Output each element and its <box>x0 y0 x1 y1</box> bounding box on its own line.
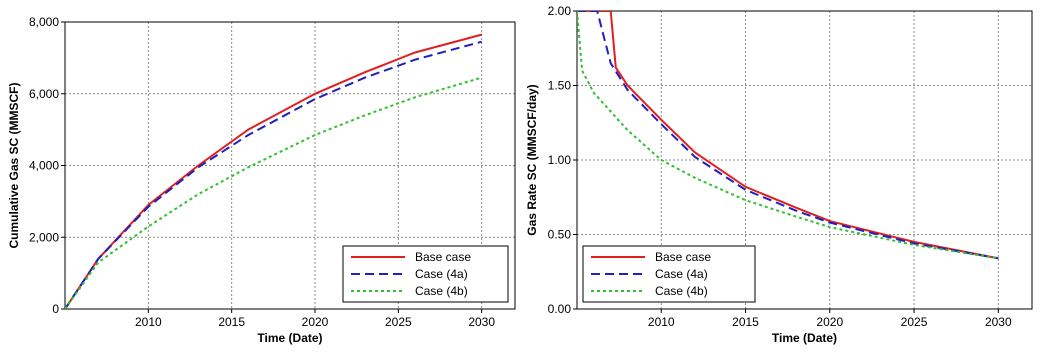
legend: Base case Case (4a) Case (4b) <box>582 245 756 303</box>
y-tick-label: 8,000 <box>29 15 59 29</box>
y-tick-label: 1.50 <box>548 79 572 93</box>
y-tick-label: 2,000 <box>29 230 59 244</box>
y-tick-label: 4,000 <box>29 159 59 173</box>
legend-label: Case (4b) <box>655 284 708 298</box>
chart-1: 2010 2015 2020 2025 2030 0 2,000 4,000 6,000 8,00… <box>7 15 516 345</box>
x-tick-label: 2030 <box>985 315 1012 329</box>
x-tick-label: 2025 <box>385 315 412 329</box>
series-line-case-4a <box>65 40 482 309</box>
y-tick-label: 6,000 <box>29 87 59 101</box>
y-tick-label: 0 <box>52 302 59 316</box>
x-tick-label: 2020 <box>816 315 843 329</box>
series-line-case-4a <box>577 11 999 260</box>
legend-label: Base case <box>415 250 471 264</box>
y-axis-title: Cumulative Gas SC (MMSCF) <box>7 82 21 248</box>
y-tick-label: 0.00 <box>548 302 572 316</box>
x-axis-title: Time (Date) <box>257 331 322 345</box>
legend-label: Case (4a) <box>655 267 708 281</box>
y-tick-label: 0.50 <box>548 228 572 242</box>
x-tick-label: 2025 <box>901 315 928 329</box>
y-tick-label: 2.00 <box>548 4 572 18</box>
y-tick-label: 1.00 <box>548 153 572 167</box>
series-line-case-4b <box>65 76 482 309</box>
legend: Base case Case (4a) Case (4b) <box>342 245 509 303</box>
legend-label: Base case <box>655 250 711 264</box>
y-axis-title: Gas Rate SC (MMSCF/day) <box>525 84 539 235</box>
x-tick-label: 2015 <box>218 315 245 329</box>
x-tick-label: 2015 <box>732 315 759 329</box>
legend-label: Case (4b) <box>415 284 468 298</box>
x-tick-label: 2010 <box>135 315 162 329</box>
x-axis-title: Time (Date) <box>772 331 837 345</box>
legend-label: Case (4a) <box>415 267 468 281</box>
series-line-base-case <box>577 11 999 260</box>
x-tick-label: 2030 <box>468 315 495 329</box>
x-tick-label: 2020 <box>302 315 329 329</box>
x-tick-label: 2010 <box>648 315 675 329</box>
chart-2: 2010 2015 2020 2025 2030 0.00 0.50 1.00 1.50 2.00… <box>525 4 1033 345</box>
series-line-case-4b <box>577 11 999 260</box>
